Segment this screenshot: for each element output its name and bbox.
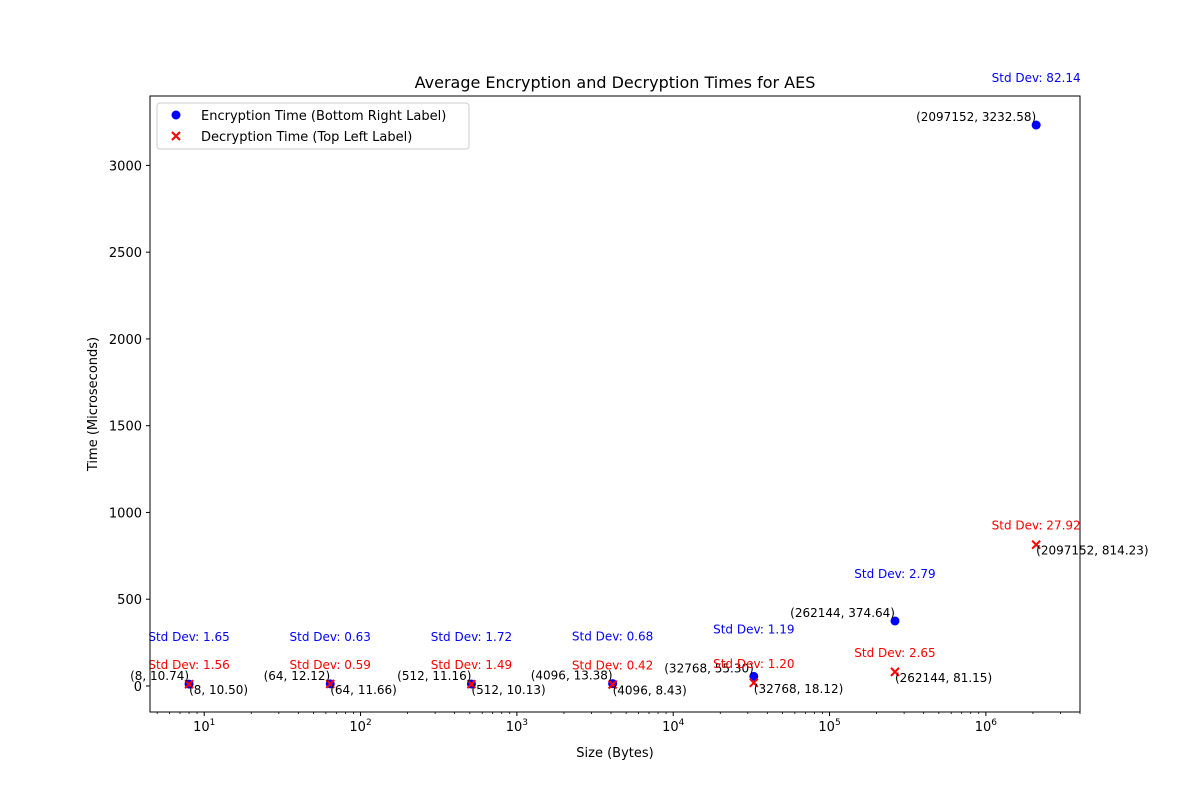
decryption-marker-stroke <box>1031 539 1041 550</box>
y-tick-label: 500 <box>117 593 142 608</box>
decryption-value-label: (8, 10.50) <box>189 683 248 697</box>
y-tick-label: 0 <box>134 680 142 695</box>
decryption-point <box>749 678 759 688</box>
x-tick-label: 105 <box>818 718 840 735</box>
decryption-point <box>466 679 477 689</box>
decryption-marker-stroke <box>607 679 618 690</box>
x-tick-label: 101 <box>193 718 215 735</box>
encryption-value-label: (512, 11.16) <box>397 669 471 683</box>
decryption-std-label: Std Dev: 27.92 <box>992 519 1081 533</box>
encryption-point <box>1031 120 1041 130</box>
decryption-marker-stroke <box>325 679 335 689</box>
encryption-value-label: (8, 10.74) <box>130 669 189 683</box>
x-tick-label: 104 <box>662 718 685 735</box>
decryption-std-label: Std Dev: 2.65 <box>854 646 935 660</box>
annotations: (8, 10.74)Std Dev: 1.65(64, 12.12)Std De… <box>130 71 1149 697</box>
encryption-value-label: (32768, 55.30) <box>664 661 754 675</box>
encryption-std-label: Std Dev: 82.14 <box>992 71 1081 85</box>
encryption-std-label: Std Dev: 0.63 <box>290 630 371 644</box>
encryption-value-label: (262144, 374.64) <box>790 606 895 620</box>
legend: Encryption Time (Bottom Right Label) Decr… <box>156 102 470 150</box>
decryption-std-label: Std Dev: 1.49 <box>431 658 512 672</box>
x-axis-label: Size (Bytes) <box>576 746 653 761</box>
decryption-value-label: (2097152, 814.23) <box>1036 544 1148 558</box>
decryption-value-label: (64, 11.66) <box>330 683 397 697</box>
legend-label: Decryption Time (Top Left Label) <box>201 130 412 145</box>
y-tick-label: 1500 <box>109 420 142 435</box>
encryption-std-label: Std Dev: 2.79 <box>854 567 935 581</box>
legend-box <box>156 102 470 150</box>
decryption-value-label: (4096, 8.43) <box>613 684 687 698</box>
plot-area <box>184 120 1041 690</box>
x-tick-label: 106 <box>975 718 998 735</box>
y-axis-label: Time (Microseconds) <box>86 337 101 472</box>
chart-title: Average Encryption and Decryption Times … <box>415 73 816 92</box>
decryption-point <box>1031 539 1041 550</box>
decryption-point <box>325 679 335 689</box>
decryption-std-label: Std Dev: 1.20 <box>713 657 794 671</box>
decryption-point <box>184 679 194 689</box>
axes: 0 500 1000 1500 2000 2500 3000 101 102 103 104 105 1… <box>109 159 1081 735</box>
x-tick-label: 103 <box>506 718 528 735</box>
decryption-point <box>607 679 618 690</box>
decryption-value-label: (262144, 81.15) <box>895 671 992 685</box>
y-tick-label: 1000 <box>109 506 142 521</box>
encryption-std-label: Std Dev: 1.19 <box>713 622 794 636</box>
encryption-std-label: Std Dev: 0.68 <box>572 630 653 644</box>
x-tick-label: 102 <box>349 718 371 735</box>
encryption-point <box>749 671 759 681</box>
decryption-marker-stroke <box>749 678 759 688</box>
legend-label: Encryption Time (Bottom Right Label) <box>201 109 446 124</box>
decryption-std-label: Std Dev: 1.56 <box>148 658 229 672</box>
decryption-std-label: Std Dev: 0.42 <box>572 659 653 673</box>
plot-frame <box>149 95 1081 713</box>
decryption-value-label: (32768, 18.12) <box>754 682 844 696</box>
encryption-std-label: Std Dev: 1.65 <box>148 630 229 644</box>
legend-encryption-marker <box>171 110 181 120</box>
y-tick-label: 3000 <box>109 159 142 174</box>
decryption-point <box>890 667 900 677</box>
decryption-marker-stroke <box>184 679 194 689</box>
decryption-marker-stroke <box>466 679 477 689</box>
encryption-value-label: (4096, 13.38) <box>531 669 613 683</box>
decryption-value-label: (512, 10.13) <box>471 683 545 697</box>
encryption-value-label: (2097152, 3232.58) <box>916 110 1036 124</box>
decryption-std-label: Std Dev: 0.59 <box>290 658 371 672</box>
encryption-value-label: (64, 12.12) <box>264 669 331 683</box>
legend-marker-stroke <box>171 131 181 141</box>
legend-decryption-marker <box>171 131 181 141</box>
y-tick-label: 2500 <box>109 246 142 261</box>
encryption-point <box>890 616 900 626</box>
encryption-std-label: Std Dev: 1.72 <box>431 630 512 644</box>
y-tick-label: 2000 <box>109 333 142 348</box>
decryption-marker-stroke <box>890 667 900 677</box>
